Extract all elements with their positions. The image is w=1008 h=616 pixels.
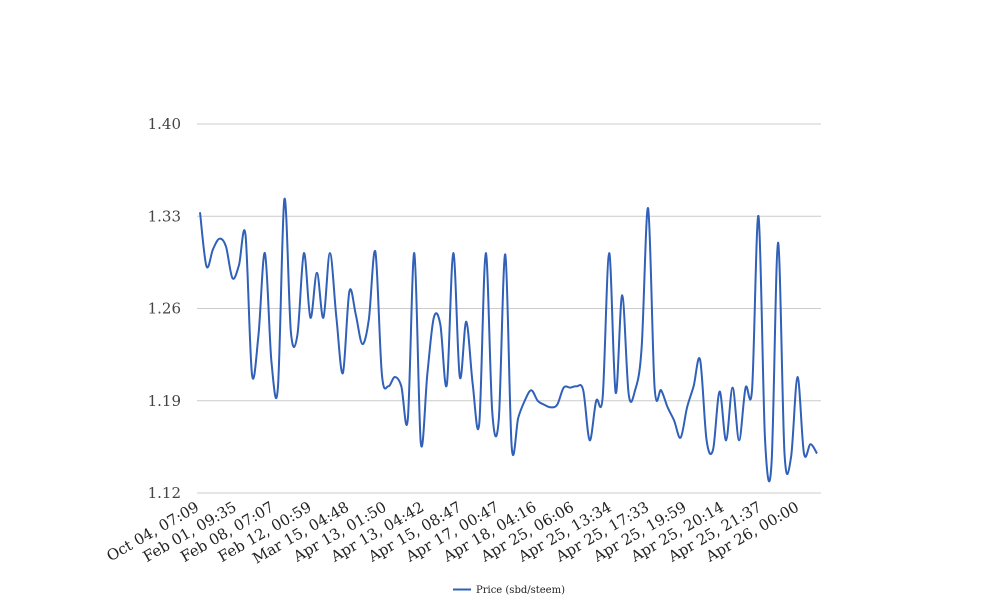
y-tick-label: 1.26 bbox=[148, 300, 181, 318]
legend: Price (sbd/steem) bbox=[453, 585, 565, 596]
legend-label-price: Price (sbd/steem) bbox=[476, 585, 565, 596]
series-layer bbox=[199, 198, 818, 483]
gridlines bbox=[197, 123, 821, 494]
y-tick-label: 1.40 bbox=[148, 115, 181, 133]
y-tick-label: 1.33 bbox=[148, 207, 181, 225]
series-line-price bbox=[199, 198, 818, 483]
y-axis-ticks: 1.12 1.19 1.26 1.33 1.40 bbox=[148, 115, 181, 502]
y-tick-label: 1.19 bbox=[148, 392, 181, 410]
y-tick-label: 1.12 bbox=[148, 484, 181, 502]
